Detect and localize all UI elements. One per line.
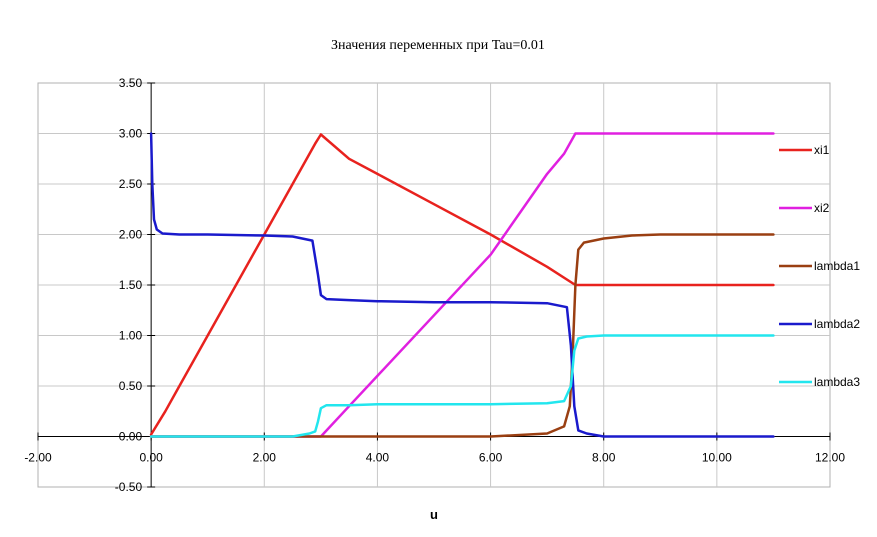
y-tick-label: 1.00 [119, 329, 143, 343]
y-tick-label: 2.50 [119, 177, 143, 191]
x-axis-title: u [430, 507, 438, 522]
legend-label-lambda3: lambda3 [814, 375, 860, 389]
y-tick-label: 0.50 [119, 379, 143, 393]
x-tick-label: 8.00 [592, 451, 616, 465]
x-tick-label: -2.00 [24, 451, 52, 465]
y-tick-label: -0.50 [115, 480, 143, 494]
series-line-lambda2 [149, 132, 775, 438]
x-tick-label: 10.00 [702, 451, 732, 465]
legend-label-lambda2: lambda2 [814, 317, 860, 331]
chart-title: Значения переменных при Tau=0.01 [331, 38, 545, 53]
series-line-lambda1 [149, 233, 775, 438]
series-line-lambda3 [149, 334, 775, 438]
y-tick-label: 3.50 [119, 76, 143, 90]
y-tick-label: 1.50 [119, 278, 143, 292]
legend: xi1 xi2 lambda1 lambda2 lambda3 [779, 143, 860, 389]
x-tick-label: 4.00 [366, 451, 390, 465]
x-tick-label: 12.00 [815, 451, 845, 465]
y-tick-label: 3.00 [119, 127, 143, 141]
legend-label-lambda1: lambda1 [814, 259, 860, 273]
series-line-xi2 [149, 132, 775, 438]
legend-label-xi1: xi1 [814, 143, 830, 157]
y-tick-label: 2.00 [119, 228, 143, 242]
legend-label-xi2: xi2 [814, 201, 830, 215]
series-line-xi1 [149, 133, 775, 436]
x-tick-label: 2.00 [253, 451, 277, 465]
series-lines [149, 132, 775, 438]
x-tick-label: 6.00 [479, 451, 503, 465]
